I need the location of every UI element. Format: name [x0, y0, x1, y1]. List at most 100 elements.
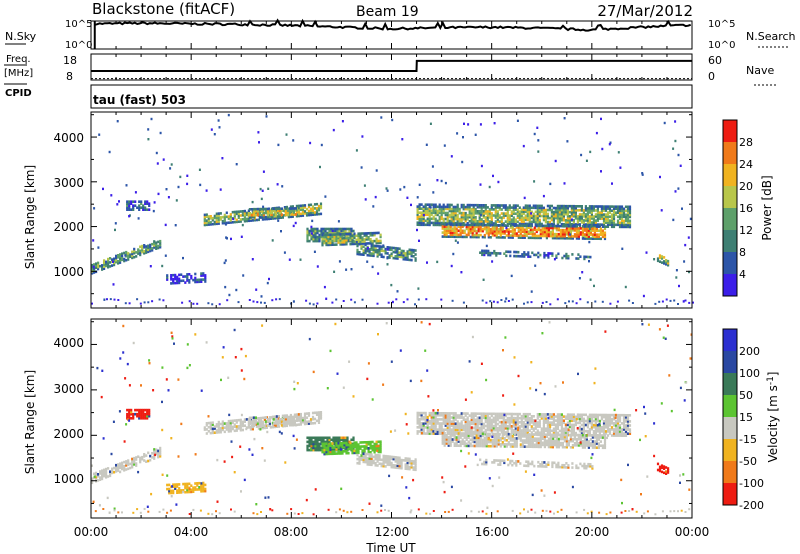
v-cell-1273	[478, 422, 481, 426]
p-cell-2070	[493, 234, 496, 237]
v-cell-941	[396, 458, 399, 461]
p-cell-752	[333, 237, 336, 240]
p-cell-2007	[469, 225, 472, 229]
v-cell-1087	[438, 430, 441, 433]
p-cell-1127	[446, 203, 449, 207]
v-cell-730	[329, 442, 332, 445]
v-cell-804	[363, 445, 366, 448]
v-cell-1655	[566, 423, 569, 427]
v-cell-958	[404, 459, 407, 462]
p-cell-1266	[478, 214, 481, 217]
p-speck-239	[116, 120, 119, 123]
v-cell-1869	[616, 428, 620, 431]
v-cell-1134	[448, 426, 451, 429]
p-cell-508	[256, 209, 259, 213]
p-cell-765	[339, 239, 342, 242]
v-cell-1618	[556, 413, 559, 416]
v-cell-1214	[466, 430, 469, 434]
v-cell-1425	[512, 420, 515, 424]
p-speck-12	[399, 188, 402, 191]
p-cell-1886	[622, 223, 626, 227]
v-cell-46	[117, 467, 120, 470]
p-cell-1017	[422, 215, 425, 218]
p-cell-131	[126, 206, 129, 209]
v-cell-732	[331, 450, 334, 453]
p-cell-1714	[584, 223, 587, 226]
p-cell-2155	[523, 230, 526, 233]
p-cell-2452	[557, 252, 560, 256]
v-cell-854	[360, 454, 363, 457]
v-cell-1246	[472, 418, 475, 422]
v-cell-453	[305, 420, 309, 424]
p-cell-1562	[548, 206, 551, 210]
v-cell-842	[379, 444, 382, 448]
p-cell-474	[313, 213, 317, 216]
v-cell-1598	[552, 417, 555, 420]
v-cell-835	[377, 448, 380, 452]
p-cell-1672	[572, 207, 575, 210]
v-cell-1284	[480, 418, 483, 422]
p-cell-1609	[560, 222, 563, 226]
p-speck-109	[593, 284, 595, 288]
p-cell-37	[109, 257, 112, 260]
v-cell-744	[337, 450, 340, 453]
v-cell-474	[317, 419, 321, 422]
p-speck-56	[167, 196, 170, 199]
v-cell-1328	[490, 420, 493, 424]
v-cell-316	[239, 418, 242, 422]
p-cell-751	[333, 239, 336, 242]
v-cell-1119	[444, 412, 447, 415]
p-cell-2326	[583, 237, 586, 240]
p-cell-730	[325, 239, 328, 243]
v-cell-155	[144, 414, 147, 418]
p-cell-432	[295, 208, 298, 212]
p-cell-2114	[509, 234, 512, 237]
p-cell-2172	[529, 228, 532, 232]
p-cell-1252	[474, 207, 477, 211]
p-cell-1993	[465, 233, 468, 237]
p-cell-1108	[442, 207, 445, 211]
p-cell-1590	[556, 222, 559, 226]
p-cell-110	[149, 245, 152, 249]
p-cell-2280	[567, 235, 570, 238]
v-cell-320	[241, 420, 244, 424]
p-speck-234	[674, 139, 677, 143]
p-cell-2350	[589, 227, 592, 230]
v-cell-1303	[484, 414, 487, 418]
p-cell-1214	[466, 205, 469, 209]
p-cell-1477	[528, 212, 531, 216]
v-cell-1224	[468, 430, 471, 434]
p-cell-986	[416, 223, 419, 226]
v-cell-1745	[588, 421, 591, 425]
p-cell-1370	[504, 220, 507, 223]
p-cell-640	[328, 231, 331, 235]
v-cell-570	[310, 442, 313, 446]
v-cell-461	[309, 420, 313, 423]
v-cell-1294	[482, 414, 485, 418]
v-cell-1488	[526, 429, 529, 432]
v-cell-1177	[456, 416, 459, 419]
v-cell-7	[95, 475, 98, 479]
v-cell-846	[356, 457, 359, 461]
v-cell-1163	[454, 426, 457, 429]
p-cell-466	[309, 209, 313, 213]
p-cell-641	[328, 229, 331, 233]
v-cell-239	[205, 424, 208, 427]
v-cell-419	[291, 421, 294, 425]
p-cell-2200	[539, 224, 542, 228]
v-cell-362	[261, 416, 264, 420]
p-cell-155	[140, 202, 143, 205]
v-cell-267	[219, 430, 222, 434]
v-cell-73	[131, 461, 134, 465]
v-cell-525	[276, 420, 279, 423]
p-cell-967	[406, 254, 409, 257]
freq-tick-low: 8	[66, 70, 73, 83]
p-cell-68	[125, 250, 128, 254]
v-cell-356	[259, 418, 262, 422]
p-cell-960	[402, 249, 405, 253]
p-cell-1808	[604, 215, 608, 218]
p-speck-108	[672, 218, 675, 222]
p-cell-1485	[530, 216, 533, 220]
p-cell-1927	[443, 235, 446, 238]
v-cell-471	[315, 413, 319, 416]
